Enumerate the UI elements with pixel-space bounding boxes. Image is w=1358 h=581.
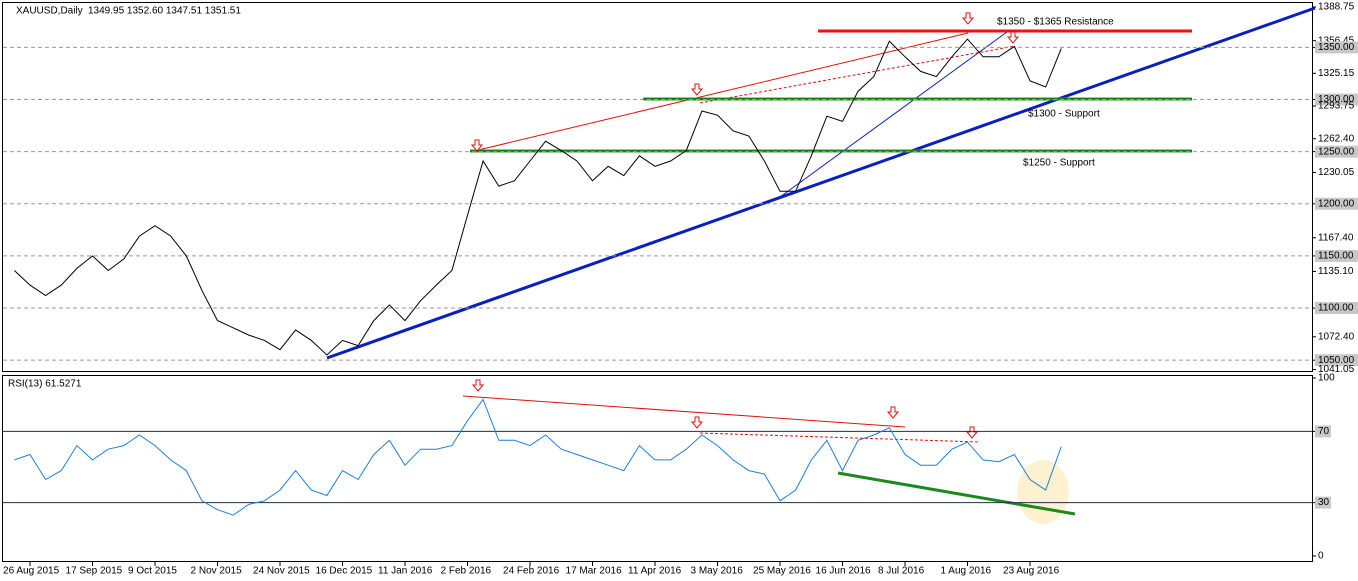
rsi-title: RSI(13) 61.5271 [8, 379, 82, 390]
y-tick-label: 1250.00 [1318, 146, 1355, 157]
x-tick-label: 11 Jan 2016 [378, 566, 433, 577]
arrow [1006, 31, 1020, 44]
y-tick-label: 1200.00 [1318, 198, 1355, 209]
rsi-pane [2, 375, 1313, 562]
y-tick-label: 70 [1318, 426, 1330, 437]
x-tick-label: 2 Nov 2015 [191, 566, 243, 577]
arrow [690, 416, 704, 429]
x-tick-label: 3 May 2016 [691, 566, 744, 577]
x-tick-label: 8 Jul 2016 [878, 566, 925, 577]
arrows [470, 12, 1020, 439]
ohlc: 1349.95 1352.60 1347.51 1351.51 [88, 6, 241, 17]
y-tick-label: 30 [1318, 497, 1330, 508]
y-tick-label: 1262.40 [1318, 133, 1355, 144]
x-tick-label: 26 Aug 2015 [3, 566, 60, 577]
drawings [326, 6, 1316, 516]
y-tick-label: 1150.00 [1318, 251, 1354, 262]
arrow [471, 379, 485, 392]
trend-line [779, 31, 1008, 198]
x-tick-label: 2 Feb 2016 [441, 566, 492, 577]
x-tick-label: 1 Aug 2016 [941, 566, 992, 577]
y-tick-label: 1100.00 [1318, 303, 1354, 314]
highlight [1017, 460, 1069, 524]
arrow [965, 426, 979, 439]
chart-title: XAUUSD,Daily [16, 6, 83, 17]
x-tick-label: 24 Feb 2016 [503, 566, 560, 577]
trend-line [326, 6, 1316, 360]
price-line [14, 38, 1062, 356]
price-line [14, 398, 1062, 516]
y-tick-label: 100 [1318, 373, 1335, 384]
y-tick-label: 1135.10 [1318, 266, 1354, 277]
tick-box [1315, 496, 1331, 509]
rsi-trend-line [699, 432, 981, 443]
y-tick-label: 0 [1318, 551, 1324, 562]
x-tick-label: 9 Oct 2015 [128, 566, 177, 577]
annotation: $1300 - Support [1028, 109, 1100, 120]
y-tick-label: 1050.00 [1318, 355, 1355, 366]
arrow [961, 12, 975, 25]
x-tick-label: 16 Jun 2016 [816, 566, 871, 577]
x-tick-label: 17 Mar 2016 [566, 566, 623, 577]
y-tick-label: 1167.40 [1318, 232, 1354, 243]
y-tick-label: 1325.15 [1318, 68, 1355, 79]
arrow [886, 406, 900, 419]
arrow [470, 139, 484, 152]
y-tick-label: 1041.05 [1318, 364, 1355, 375]
y-tick-label: 1350.00 [1318, 42, 1355, 53]
y-tick-label: 1356.45 [1318, 35, 1355, 46]
rsi-trend-line [837, 471, 1076, 516]
y-tick-label: 1230.05 [1318, 167, 1355, 178]
x-tick-label: 16 Dec 2015 [316, 566, 373, 577]
tick-box [1315, 93, 1358, 106]
x-tick-label: 25 May 2016 [753, 566, 811, 577]
tick-box [1315, 425, 1331, 438]
tick-box [1315, 197, 1358, 210]
x-tick-label: 23 Aug 2016 [1003, 566, 1060, 577]
trend-line [699, 45, 1016, 104]
arrow [690, 83, 704, 96]
y-tick-label: 1072.40 [1318, 331, 1355, 342]
tick-box [1315, 302, 1358, 315]
x-tick-label: 11 Apr 2016 [628, 566, 682, 577]
tick-box [1315, 41, 1358, 54]
x-tick-label: 17 Sep 2015 [66, 566, 123, 577]
y-tick-label: 1300.00 [1318, 94, 1355, 105]
rsi-trend-line [462, 395, 906, 428]
x-tick-label: 24 Nov 2015 [253, 566, 310, 577]
annotation: $1250 - Support [1023, 158, 1095, 169]
trend-line [469, 32, 969, 153]
price-pane [2, 2, 1313, 372]
tick-box [1315, 354, 1358, 367]
tick-box [1315, 249, 1358, 262]
annotation: $1350 - $1365 Resistance [997, 17, 1114, 28]
y-tick-label: 1293.75 [1318, 101, 1355, 112]
y-tick-label: 1388.75 [1318, 2, 1355, 13]
tick-box [1315, 145, 1358, 158]
